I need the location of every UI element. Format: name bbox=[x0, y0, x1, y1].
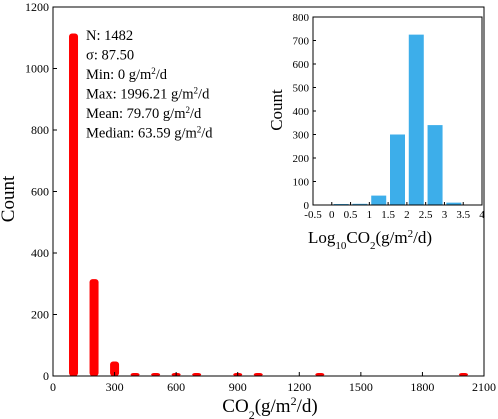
main-x-tick-label: 2100 bbox=[472, 380, 496, 394]
main-y-tick-label: 800 bbox=[31, 123, 49, 137]
stats-line: Median: 63.59 g/m2/d bbox=[86, 125, 213, 142]
inset-histogram: -0.5 0 0.5 1 1.5 2 2.5 3 3.5 4 010020030040050060… bbox=[267, 12, 485, 252]
stats-line: N: 1482 bbox=[86, 28, 133, 44]
inset-x-tick-label: 1 bbox=[367, 209, 373, 221]
inset-x-tick-label: 3 bbox=[442, 209, 448, 221]
main-bar bbox=[69, 33, 79, 376]
inset-y-tick-label: 300 bbox=[293, 130, 310, 142]
main-bar bbox=[458, 373, 468, 376]
main-x-tick-label: 300 bbox=[106, 380, 124, 394]
main-y-ticks: 0 200 400 600 800 1000 1200 bbox=[25, 0, 57, 383]
stats-annotations: N: 1482 σ: 87.50 Min: 0 g/m2/d Max: 1996.21… bbox=[86, 28, 213, 142]
inset-y-tick-label: 500 bbox=[293, 83, 310, 95]
inset-x-tick-label: -0.5 bbox=[304, 209, 322, 221]
inset-y-ticks: 0 100 200 300 400 500 600 700 800 bbox=[293, 12, 316, 212]
inset-x-tick-label: 1.5 bbox=[381, 209, 395, 221]
main-y-tick-label: 400 bbox=[31, 246, 49, 260]
inset-x-tick-label: 0.5 bbox=[344, 209, 358, 221]
main-bar bbox=[315, 373, 325, 376]
inset-bar bbox=[390, 134, 405, 205]
main-bars bbox=[69, 33, 468, 376]
stats-line: Max: 1996.21 g/m2/d bbox=[86, 86, 210, 103]
inset-y-tick-label: 600 bbox=[293, 59, 310, 71]
inset-bars bbox=[333, 34, 462, 206]
main-bar bbox=[151, 373, 161, 376]
inset-x-tick-label: 4 bbox=[479, 209, 485, 221]
main-x-tick-label: 0 bbox=[50, 380, 56, 394]
inset-bar bbox=[408, 34, 424, 206]
inset-y-tick-label: 400 bbox=[293, 106, 310, 118]
inset-y-tick-label: 200 bbox=[293, 153, 310, 165]
main-x-tick-label: 900 bbox=[229, 380, 247, 394]
main-y-tick-label: 0 bbox=[43, 369, 49, 383]
main-y-tick-label: 1000 bbox=[25, 62, 49, 76]
inset-y-axis-title: Count bbox=[267, 89, 286, 131]
inset-bar bbox=[446, 202, 462, 205]
main-bar bbox=[110, 361, 120, 376]
main-y-tick-label: 1200 bbox=[25, 0, 49, 14]
main-bar bbox=[130, 373, 140, 376]
main-y-tick-label: 600 bbox=[31, 185, 49, 199]
stats-line: Min: 0 g/m2/d bbox=[86, 66, 168, 83]
inset-x-axis-title: Log10CO2(g/m2/d) bbox=[308, 228, 432, 252]
inset-y-tick-label: 100 bbox=[293, 177, 310, 189]
main-y-axis-title: Count bbox=[0, 175, 19, 222]
inset-bar bbox=[371, 195, 387, 205]
inset-y-tick-label: 700 bbox=[293, 36, 310, 48]
main-x-ticks: 0 300 600 900 1200 1500 1800 2100 bbox=[50, 372, 496, 394]
inset-x-tick-label: 2 bbox=[404, 209, 410, 221]
inset-x-ticks: -0.5 0 0.5 1 1.5 2 2.5 3 3.5 4 bbox=[304, 202, 485, 221]
main-x-tick-label: 1200 bbox=[287, 380, 311, 394]
stats-line: Mean: 79.70 g/m2/d bbox=[86, 105, 202, 122]
main-x-tick-label: 1500 bbox=[349, 380, 373, 394]
inset-bar bbox=[352, 203, 368, 205]
main-bar bbox=[192, 373, 202, 376]
main-x-tick-label: 1800 bbox=[410, 380, 434, 394]
inset-x-tick-label: 3.5 bbox=[456, 209, 470, 221]
stats-line: σ: 87.50 bbox=[86, 48, 134, 64]
main-x-tick-label: 600 bbox=[167, 380, 185, 394]
inset-x-tick-label: 0 bbox=[329, 209, 335, 221]
inset-y-tick-label: 0 bbox=[304, 200, 310, 212]
main-bar bbox=[253, 373, 263, 376]
inset-y-tick-label: 800 bbox=[293, 12, 310, 24]
main-bar bbox=[89, 279, 99, 376]
inset-bar bbox=[427, 125, 443, 205]
main-y-tick-label: 200 bbox=[31, 308, 49, 322]
inset-x-tick-label: 2.5 bbox=[419, 209, 433, 221]
main-x-axis-title: CO2(g/m2/d) bbox=[222, 394, 317, 419]
